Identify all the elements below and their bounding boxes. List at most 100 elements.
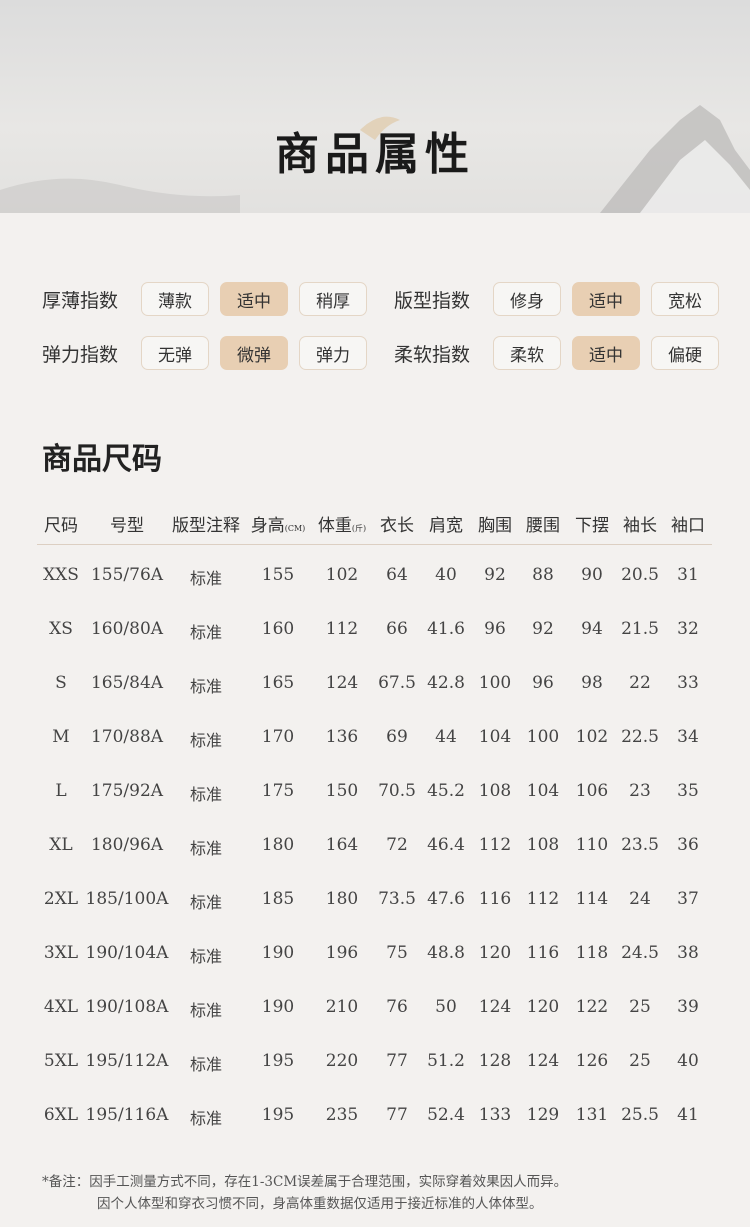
table-cell: 69 bbox=[386, 727, 408, 747]
column-header-label: 下摆 bbox=[575, 516, 609, 536]
table-cell: 46.4 bbox=[427, 835, 465, 855]
table-cell: 40 bbox=[435, 565, 457, 585]
table-cell: 131 bbox=[575, 1105, 609, 1125]
attribute-label: 柔软指数 bbox=[394, 343, 471, 366]
table-cell: 100 bbox=[526, 727, 560, 747]
attribute-option: 稍厚 bbox=[299, 282, 367, 316]
table-cell: 155 bbox=[261, 565, 295, 585]
table-cell: 118 bbox=[575, 943, 609, 963]
table-cell: 128 bbox=[478, 1051, 512, 1071]
table-cell: 165/84A bbox=[90, 673, 164, 693]
note-line-1: *备注：因手工测量方式不同，存在1-3CM误差属于合理范围，实际穿着效果因人而异… bbox=[42, 1174, 568, 1190]
table-cell: 25 bbox=[629, 1051, 651, 1071]
table-cell: 108 bbox=[478, 781, 512, 801]
table-cell: 35 bbox=[677, 781, 699, 801]
table-cell: 24.5 bbox=[621, 943, 659, 963]
table-cell: 180 bbox=[261, 835, 295, 855]
table-cell: 114 bbox=[575, 889, 609, 909]
header-divider bbox=[37, 544, 712, 545]
table-cell: 23 bbox=[629, 781, 651, 801]
table-cell: 185 bbox=[261, 889, 295, 909]
table-cell: 164 bbox=[325, 835, 359, 855]
table-cell: 92 bbox=[532, 619, 554, 639]
table-cell: 76 bbox=[386, 997, 408, 1017]
attribute-group: 版型指数 修身 适中 宽松 bbox=[394, 282, 719, 316]
landscape-painting-icon bbox=[0, 105, 750, 213]
table-cell: 70.5 bbox=[378, 781, 416, 801]
column-header-label: 胸围 bbox=[478, 516, 512, 536]
table-cell: 50 bbox=[435, 997, 457, 1017]
column-header: 版型注释 bbox=[172, 511, 240, 536]
table-cell: 标准 bbox=[189, 785, 223, 804]
table-cell: 100 bbox=[478, 673, 512, 693]
table-cell: 195/112A bbox=[85, 1051, 169, 1071]
table-cell: 88 bbox=[532, 565, 554, 585]
table-cell: 108 bbox=[526, 835, 560, 855]
attribute-group: 厚薄指数 薄款 适中 稍厚 bbox=[42, 282, 367, 316]
table-cell: 45.2 bbox=[427, 781, 465, 801]
table-cell: 21.5 bbox=[621, 619, 659, 639]
column-header-label: 腰围 bbox=[526, 516, 560, 536]
table-cell: 190/104A bbox=[85, 943, 169, 963]
table-cell: 195/116A bbox=[85, 1105, 169, 1125]
table-cell: 170 bbox=[261, 727, 295, 747]
table-cell: 标准 bbox=[189, 731, 223, 750]
table-cell: 220 bbox=[325, 1051, 359, 1071]
table-cell: 160/80A bbox=[90, 619, 164, 639]
table-cell: 210 bbox=[325, 997, 359, 1017]
table-cell: 180/96A bbox=[90, 835, 164, 855]
table-cell: 42.8 bbox=[427, 673, 465, 693]
table-cell: 20.5 bbox=[621, 565, 659, 585]
table-cell: 41.6 bbox=[427, 619, 465, 639]
column-header-label: 体重 bbox=[317, 516, 352, 536]
table-cell: 标准 bbox=[189, 947, 223, 966]
table-cell: 77 bbox=[386, 1051, 408, 1071]
table-cell: 51.2 bbox=[427, 1051, 465, 1071]
attribute-option: 适中 bbox=[220, 282, 288, 316]
table-cell: 124 bbox=[325, 673, 359, 693]
table-cell: 195 bbox=[261, 1051, 295, 1071]
table-cell: XS bbox=[49, 619, 73, 639]
table-cell: 124 bbox=[478, 997, 512, 1017]
table-cell: 155/76A bbox=[90, 565, 164, 585]
table-cell: 22 bbox=[629, 673, 651, 693]
table-cell: 175 bbox=[261, 781, 295, 801]
table-cell: 6XL bbox=[43, 1105, 79, 1125]
table-cell: 98 bbox=[581, 673, 603, 693]
table-cell: 235 bbox=[325, 1105, 359, 1125]
attribute-option: 宽松 bbox=[651, 282, 719, 316]
table-cell: M bbox=[52, 727, 70, 747]
attribute-label: 版型指数 bbox=[394, 289, 471, 312]
table-cell: 25 bbox=[629, 997, 651, 1017]
attribute-option: 无弹 bbox=[141, 336, 209, 370]
note-line-2: 因个人体型和穿衣习惯不同，身高体重数据仅适用于接近标准的人体体型。 bbox=[97, 1196, 543, 1212]
table-cell: 77 bbox=[386, 1105, 408, 1125]
column-header: 腰围 bbox=[526, 511, 560, 536]
page-title: 商品属性 bbox=[275, 129, 475, 180]
table-cell: 67.5 bbox=[378, 673, 416, 693]
table-cell: L bbox=[55, 781, 67, 801]
table-cell: 94 bbox=[581, 619, 603, 639]
attribute-label: 厚薄指数 bbox=[42, 289, 119, 312]
column-header: 下摆 bbox=[575, 511, 609, 536]
table-cell: 129 bbox=[526, 1105, 560, 1125]
table-cell: 64 bbox=[386, 565, 408, 585]
header-banner: 商品属性 bbox=[0, 0, 750, 213]
table-cell: 3XL bbox=[43, 943, 79, 963]
attribute-option: 适中 bbox=[572, 282, 640, 316]
table-cell: 标准 bbox=[189, 1109, 223, 1128]
table-cell: 96 bbox=[532, 673, 554, 693]
table-cell: 136 bbox=[325, 727, 359, 747]
table-cell: 102 bbox=[575, 727, 609, 747]
table-cell: 33 bbox=[677, 673, 699, 693]
column-unit: (CM) bbox=[284, 524, 306, 533]
column-header-label: 尺码 bbox=[44, 516, 78, 536]
size-section-title: 商品尺码 bbox=[42, 442, 162, 477]
column-header-label: 衣长 bbox=[380, 516, 414, 536]
table-cell: 104 bbox=[478, 727, 512, 747]
table-cell: 165 bbox=[261, 673, 295, 693]
column-header: 袖长 bbox=[623, 511, 657, 536]
column-unit: (斤) bbox=[351, 524, 367, 533]
table-cell: 126 bbox=[575, 1051, 609, 1071]
column-header-label: 袖长 bbox=[623, 516, 657, 536]
